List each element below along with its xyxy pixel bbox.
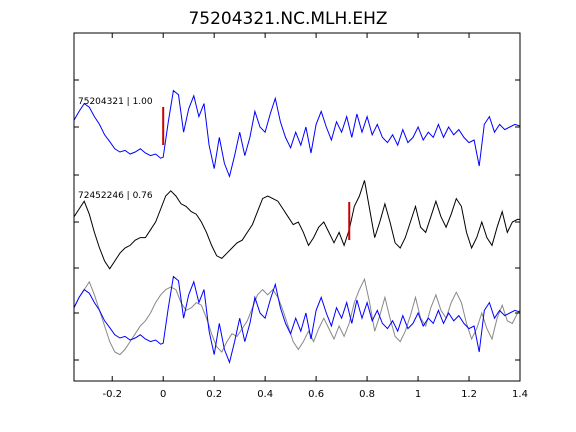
chart-title: 75204321.NC.MLH.EHZ <box>188 9 387 29</box>
trace-1-series-1 <box>74 89 520 179</box>
axes-frame <box>73 32 521 382</box>
x-axis: -0.2 0 0.2 0.4 0.6 0.8 1 1.2 1.4 <box>102 33 528 400</box>
x-tick-label-7: 1.2 <box>461 389 477 400</box>
x-tick-label-2: 0.2 <box>206 389 222 400</box>
trace-3-series-1 <box>74 277 520 356</box>
plot-area: 75204321 | 1.00 72452246 | 0.76 <box>74 89 520 365</box>
trace-2-series-1 <box>74 180 520 270</box>
y-axis <box>74 79 520 361</box>
x-tick-label-4: 0.6 <box>308 389 324 400</box>
x-tick-label-1: 0 <box>160 389 166 400</box>
x-tick-label-3: 0.4 <box>257 389 273 400</box>
trace-label-1: 75204321 | 1.00 <box>78 97 153 107</box>
traces-group <box>74 89 520 365</box>
x-tick-label-0: -0.2 <box>102 389 122 400</box>
x-tick-label-8: 1.4 <box>512 389 528 400</box>
trace-label-2: 72452246 | 0.76 <box>78 191 153 201</box>
x-tick-label-6: 1 <box>415 389 421 400</box>
trace-3-series-2 <box>74 275 520 365</box>
x-tick-label-5: 0.8 <box>359 389 375 400</box>
